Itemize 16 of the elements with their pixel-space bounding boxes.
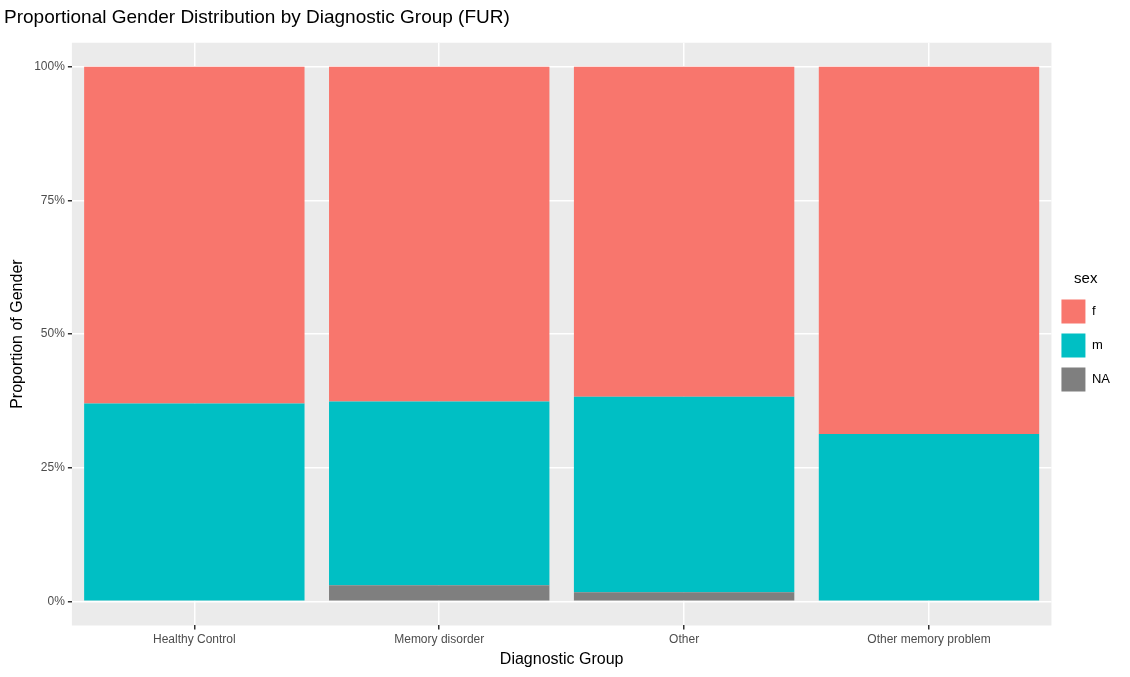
y-tick-label: 75% — [40, 192, 66, 207]
legend-label: m — [1091, 337, 1103, 353]
y-tick-label: 0% — [47, 593, 66, 608]
legend-label: f — [1091, 303, 1096, 319]
x-tick-label: Memory disorder — [394, 631, 485, 646]
x-tick-label: Other — [669, 631, 700, 646]
legend-label: NA — [1091, 371, 1111, 387]
x-axis-title: Diagnostic Group — [499, 649, 624, 667]
y-tick-label: 100% — [34, 59, 66, 74]
y-tick-label: 50% — [40, 326, 66, 341]
x-tick-label: Healthy Control — [152, 631, 236, 646]
legend-title: sex — [1074, 269, 1098, 287]
y-axis-title: Proportion of Gender — [8, 258, 26, 409]
chart-title: Proportional Gender Distribution by Diagnostic Group (FUR) — [4, 5, 510, 27]
x-tick-label: Other memory problem — [867, 631, 991, 646]
y-tick-label: 25% — [40, 460, 66, 475]
